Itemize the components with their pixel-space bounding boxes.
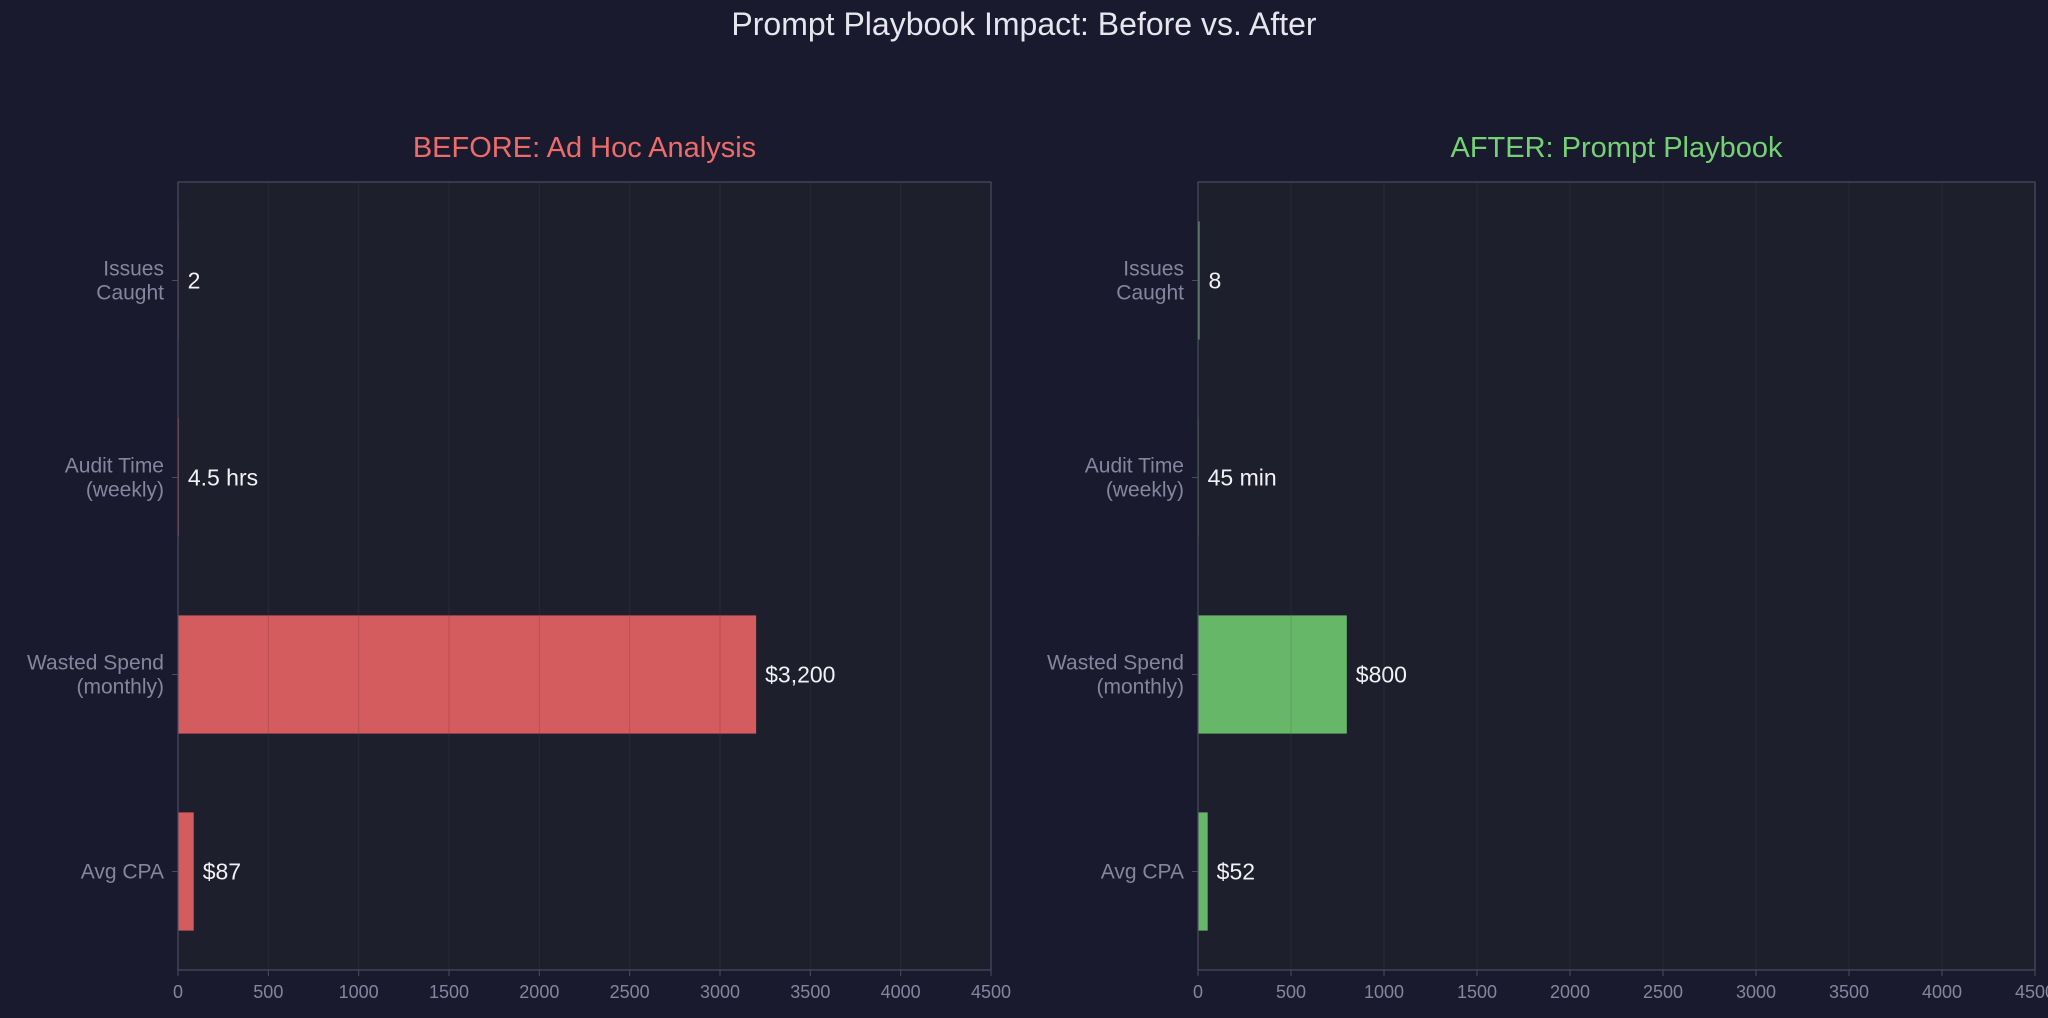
data-label: $52: [1217, 859, 1255, 885]
x-tick-label: 1500: [429, 982, 469, 1002]
chart-title-after: AFTER: Prompt Playbook: [1450, 132, 1783, 164]
data-label: $800: [1356, 662, 1407, 688]
x-tick-label: 4000: [881, 982, 921, 1002]
x-tick-label: 2500: [610, 982, 650, 1002]
figure-title: Prompt Playbook Impact: Before vs. After: [731, 6, 1317, 42]
x-tick-label: 1000: [1364, 982, 1404, 1002]
x-tick-label: 3000: [1736, 982, 1776, 1002]
x-tick-label: 0: [1193, 982, 1203, 1002]
bar: [1198, 221, 1200, 340]
data-label: 8: [1208, 268, 1221, 294]
x-tick-label: 3500: [790, 982, 830, 1002]
x-tick-label: 4500: [2015, 982, 2048, 1002]
plot-area: [1198, 182, 2035, 970]
x-tick-label: 1500: [1457, 982, 1497, 1002]
x-tick-label: 2000: [519, 982, 559, 1002]
category-label: Avg CPA: [81, 861, 164, 884]
chart-panel-before: BEFORE: Ad Hoc Analysis 0 500 1000 1500 2000…: [27, 132, 1011, 1002]
x-tick-label: 0: [173, 982, 183, 1002]
chart-panel-after: AFTER: Prompt Playbook 0 500 1000 1500 2000 2…: [1024, 0, 2048, 1018]
plot-area: [178, 182, 991, 970]
data-label: $3,200: [765, 662, 835, 688]
bar: [178, 812, 194, 931]
x-tick-label: 3500: [1829, 982, 1869, 1002]
x-tick-label: 1000: [339, 982, 379, 1002]
x-tick-label: 4000: [1922, 982, 1962, 1002]
category-label: Avg CPA: [1101, 861, 1184, 884]
bar-chart-before: 0 500 1000 1500 2000 2500 3000 3500 4000 4500 Issu…: [27, 181, 1011, 1002]
category-label: Wasted Spend (monthly): [1047, 652, 1184, 699]
bar: [178, 615, 757, 734]
data-label: $87: [203, 859, 241, 885]
plot-frame: [177, 181, 992, 971]
chart-title-before: BEFORE: Ad Hoc Analysis: [412, 132, 757, 164]
x-tick-label: 2500: [1643, 982, 1683, 1002]
category-label: Issues Caught: [1116, 258, 1184, 305]
bar: [1198, 812, 1208, 931]
plot-frame: [1197, 181, 2036, 971]
bar: [1198, 615, 1347, 734]
x-tick-label: 4500: [971, 982, 1011, 1002]
x-tick-label: 2000: [1550, 982, 1590, 1002]
category-label: Wasted Spend (monthly): [27, 652, 164, 699]
category-label: Audit Time (weekly): [65, 455, 164, 502]
data-label: 45 min: [1208, 465, 1277, 491]
x-tick-label: 3000: [700, 982, 740, 1002]
bar-chart-after: 0 500 1000 1500 2000 2500 3000 3500 4000 4500 Issu…: [1047, 181, 2048, 1002]
x-tick-label: 500: [253, 982, 283, 1002]
category-label: Issues Caught: [96, 258, 164, 305]
category-label: Audit Time (weekly): [1085, 455, 1184, 502]
data-label: 4.5 hrs: [188, 465, 258, 491]
data-label: 2: [188, 268, 201, 294]
x-tick-label: 500: [1276, 982, 1306, 1002]
